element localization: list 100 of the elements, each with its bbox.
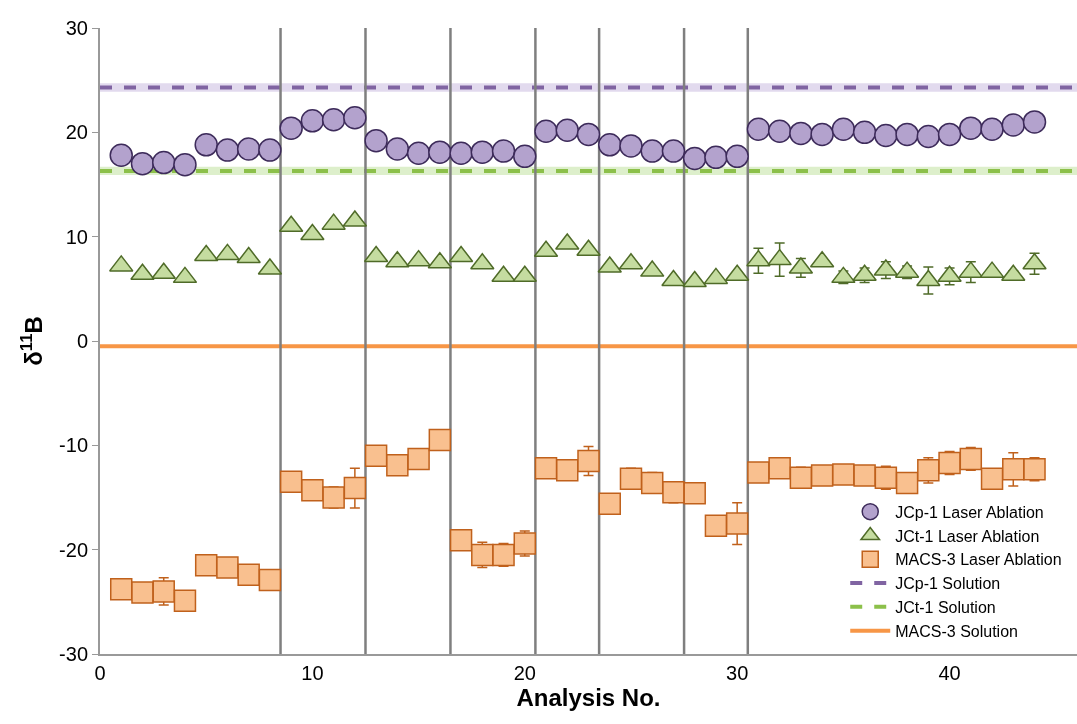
point <box>449 141 473 165</box>
point <box>428 428 452 452</box>
point <box>1002 458 1025 481</box>
point <box>258 568 282 592</box>
point <box>959 447 983 471</box>
point <box>300 109 325 133</box>
point <box>343 105 367 130</box>
point <box>386 453 409 477</box>
point <box>173 589 197 613</box>
point <box>1022 110 1047 134</box>
x-tick-label: 0 <box>94 662 106 684</box>
point <box>428 140 452 164</box>
point <box>980 117 1004 141</box>
point <box>725 512 749 535</box>
point <box>704 145 728 170</box>
point <box>874 466 898 489</box>
point <box>895 122 919 147</box>
point <box>364 128 388 153</box>
y-tick-label: 10 <box>65 225 88 248</box>
point <box>640 471 664 495</box>
y-tick-label: -30 <box>59 643 88 665</box>
point <box>534 119 558 144</box>
y-tick-label: -10 <box>59 434 88 457</box>
point <box>1023 458 1046 481</box>
point <box>491 139 516 163</box>
point <box>598 492 621 516</box>
y-tick-label: 30 <box>65 17 88 39</box>
point <box>152 580 175 603</box>
legend-label: JCt-1 Laser Ablation <box>895 527 1040 545</box>
point <box>980 467 1004 490</box>
point <box>407 447 430 471</box>
point <box>747 461 770 484</box>
point <box>789 466 813 489</box>
point <box>343 476 367 500</box>
point <box>916 124 941 149</box>
point <box>746 117 771 141</box>
point <box>917 459 940 482</box>
point <box>619 467 643 490</box>
point <box>279 470 303 494</box>
point <box>406 141 431 165</box>
point <box>895 471 919 495</box>
x-tick-label: 30 <box>726 662 749 684</box>
point <box>258 138 282 162</box>
point <box>937 122 962 147</box>
point <box>173 152 197 177</box>
point <box>810 464 834 487</box>
point <box>1001 113 1026 137</box>
point <box>577 449 600 473</box>
point <box>852 120 877 145</box>
point <box>109 578 133 601</box>
point <box>130 151 155 176</box>
point <box>768 457 791 480</box>
point <box>215 138 240 162</box>
point <box>194 133 218 157</box>
point <box>810 122 834 147</box>
point <box>449 529 473 552</box>
legend-label: JCt-1 Solution <box>895 599 996 617</box>
legend-label: MACS-3 Laser Ablation <box>895 551 1062 569</box>
point <box>216 556 239 579</box>
point <box>513 144 537 169</box>
point <box>789 121 813 146</box>
point <box>959 116 983 140</box>
y-tick-label: 20 <box>65 121 88 144</box>
y-tick-label: -20 <box>59 538 88 561</box>
point <box>853 464 876 487</box>
point <box>576 122 601 147</box>
point <box>301 478 324 502</box>
y-tick-label: 0 <box>76 330 88 352</box>
point <box>555 118 580 142</box>
point <box>151 150 176 175</box>
point <box>725 144 749 169</box>
point <box>683 482 706 505</box>
point <box>513 532 537 555</box>
point <box>364 444 388 468</box>
point <box>534 457 558 480</box>
point <box>938 451 961 475</box>
point <box>131 581 154 604</box>
point <box>236 137 261 161</box>
point <box>321 108 346 132</box>
point <box>874 123 898 148</box>
point <box>640 139 664 163</box>
x-tick-label: 40 <box>938 662 961 684</box>
point <box>470 140 495 164</box>
point <box>767 119 792 144</box>
point <box>385 137 410 161</box>
x-axis-title: Analysis No. <box>516 684 661 711</box>
point <box>556 459 579 482</box>
x-tick-label: 10 <box>301 662 324 684</box>
point <box>832 463 855 486</box>
point <box>682 146 707 171</box>
point <box>492 543 515 567</box>
point <box>619 134 643 158</box>
legend-label: JCp-1 Solution <box>895 575 1001 593</box>
point <box>237 563 260 586</box>
point <box>194 554 218 577</box>
point <box>322 486 345 509</box>
legend-label: MACS-3 Solution <box>895 622 1018 640</box>
point <box>661 139 686 163</box>
point <box>279 116 303 140</box>
x-tick-label: 20 <box>513 662 536 684</box>
